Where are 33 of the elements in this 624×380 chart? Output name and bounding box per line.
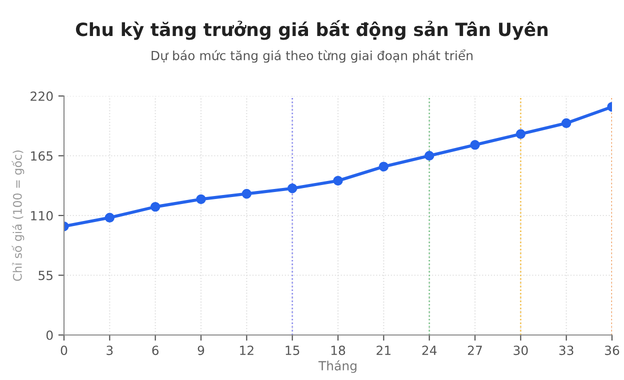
y-axis-title: Chỉ số giá (100 = gốc) — [12, 150, 24, 281]
chart-subtitle: Dự báo mức tăng giá theo từng giai đoạn phát triển — [152, 49, 472, 63]
point — [378, 162, 389, 172]
y-tick-label: 165 — [31, 151, 52, 161]
x-tick-label: 36 — [605, 346, 620, 356]
point — [424, 150, 434, 161]
x-axis-title: Tháng — [318, 360, 356, 373]
chart-title: Chu kỳ tăng trưởng giá bất động sản Tân Uyên — [76, 20, 548, 40]
x-tick-label: 27 — [468, 346, 482, 355]
y-tick-label: 220 — [30, 91, 53, 101]
y-tick-label: 110 — [31, 210, 53, 220]
x-tick-label: 18 — [331, 346, 346, 356]
x-tick-label: 15 — [286, 346, 300, 356]
y-tick-label: 55 — [38, 270, 52, 280]
x-tick-label: 0 — [60, 346, 68, 356]
x-tick-label: 33 — [559, 346, 574, 356]
point — [150, 202, 160, 212]
y-tick-label: 0 — [46, 330, 53, 340]
x-tick-label: 21 — [376, 346, 390, 355]
point — [104, 212, 115, 223]
point — [287, 183, 298, 194]
point — [196, 194, 206, 204]
x-tick-label: 30 — [514, 346, 528, 356]
point — [242, 188, 252, 199]
x-tick-label: 6 — [152, 346, 159, 356]
point — [561, 118, 572, 128]
point — [470, 140, 480, 150]
x-tick-label: 24 — [422, 346, 437, 355]
x-tick-label: 9 — [198, 346, 204, 356]
point — [333, 176, 343, 186]
point — [516, 129, 526, 139]
x-tick-label: 3 — [106, 346, 113, 356]
x-tick-label: 12 — [240, 346, 254, 355]
